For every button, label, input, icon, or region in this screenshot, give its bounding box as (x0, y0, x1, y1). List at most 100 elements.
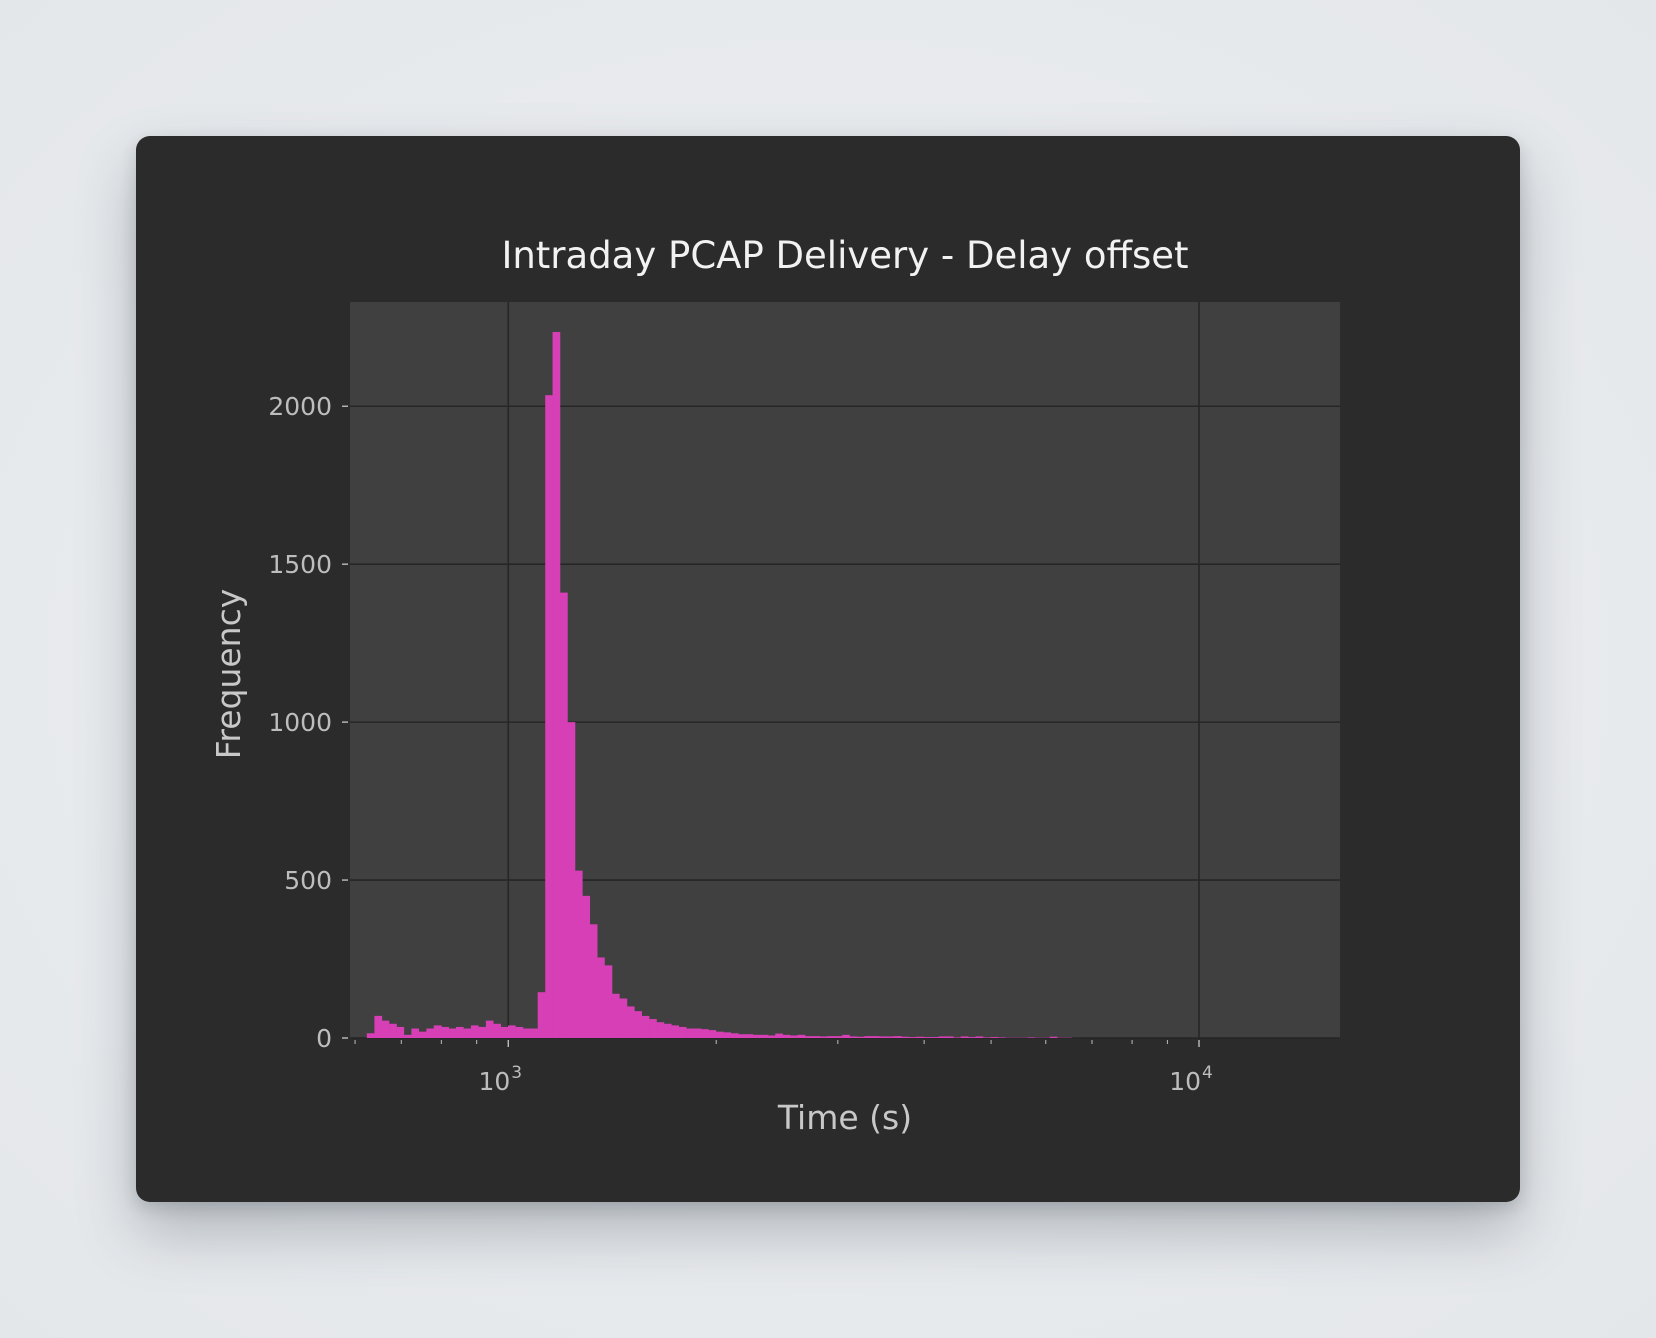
histogram-bar (901, 1036, 910, 1038)
histogram-bar (856, 1036, 865, 1038)
histogram-bar (515, 1026, 524, 1038)
histogram-bar (997, 1037, 1006, 1038)
histogram-bar (968, 1037, 976, 1038)
histogram-bar (619, 998, 628, 1038)
histogram-bar (745, 1034, 754, 1038)
histogram-bar (418, 1031, 427, 1038)
histogram-bar (990, 1037, 999, 1038)
histogram-bar (500, 1026, 509, 1038)
histogram-bar (389, 1023, 397, 1038)
histogram-bar (366, 1033, 375, 1038)
histogram-bar (916, 1036, 924, 1038)
histogram-bar (470, 1025, 479, 1038)
x-tick-exponent: 4 (1202, 1063, 1213, 1083)
histogram-bar (782, 1034, 791, 1038)
chart-card: 0 500 1000 1500 2000 103 104 Intraday PCAP Del… (136, 136, 1520, 1202)
y-tick-label: 1000 (268, 708, 332, 737)
histogram-bar (374, 1015, 383, 1038)
histogram-bar (381, 1020, 390, 1038)
histogram-bars (366, 332, 1073, 1038)
histogram-bar (1027, 1037, 1036, 1038)
histogram-bar (567, 722, 576, 1038)
histogram-bar (886, 1036, 895, 1038)
histogram-bar (708, 1030, 717, 1038)
histogram-bar (871, 1036, 880, 1038)
histogram-bar (455, 1026, 464, 1038)
histogram-bar (686, 1028, 694, 1038)
histogram-bar (790, 1035, 798, 1038)
y-tick-label: 1500 (268, 550, 332, 579)
histogram-bar (738, 1034, 746, 1038)
histogram-bar (1049, 1036, 1058, 1038)
histogram-bar (700, 1029, 709, 1038)
histogram-bar (678, 1026, 687, 1038)
histogram-bar (893, 1036, 902, 1038)
histogram-bar (485, 1020, 494, 1038)
histogram-bar (589, 924, 598, 1038)
histogram-bar (982, 1037, 991, 1038)
histogram-bar (649, 1019, 657, 1038)
histogram-bar (827, 1036, 835, 1038)
histogram-bar (960, 1036, 969, 1038)
x-tick-label: 104 (1169, 1063, 1213, 1096)
histogram-bar (507, 1025, 516, 1038)
histogram-bar (819, 1036, 828, 1038)
y-tick-label: 0 (316, 1024, 332, 1053)
histogram-chart: 0 500 1000 1500 2000 103 104 Intraday PCAP Del… (209, 234, 1340, 1137)
histogram-bar (908, 1037, 917, 1038)
plot-area (350, 302, 1340, 1038)
histogram-bar (834, 1036, 843, 1038)
histogram-bar (634, 1011, 642, 1038)
histogram-bar (775, 1033, 783, 1038)
histogram-bar (864, 1036, 873, 1038)
histogram-bar (879, 1036, 887, 1038)
histogram-bar (663, 1023, 672, 1038)
histogram-bar (530, 1028, 538, 1038)
histogram-bar (805, 1036, 813, 1038)
histogram-bar (545, 395, 553, 1038)
x-axis-label: Time (s) (777, 1098, 912, 1137)
histogram-bar (396, 1026, 405, 1038)
histogram-bar (849, 1036, 858, 1038)
y-axis-label: Frequency (209, 589, 248, 759)
histogram-bar (582, 895, 591, 1038)
histogram-bar (797, 1034, 806, 1038)
histogram-bar (938, 1036, 947, 1038)
histogram-bar (931, 1037, 939, 1038)
chart-title: Intraday PCAP Delivery - Delay offset (501, 234, 1188, 277)
histogram-bar (441, 1026, 450, 1038)
histogram-bar (626, 1006, 635, 1038)
histogram-bar (767, 1035, 776, 1038)
histogram-bar (493, 1023, 501, 1038)
histogram-bar (411, 1028, 420, 1038)
x-tick-exponent: 3 (511, 1063, 522, 1083)
histogram-bar (611, 993, 620, 1038)
histogram-bar (559, 592, 568, 1038)
histogram-bar (426, 1028, 435, 1038)
histogram-bar (842, 1034, 850, 1038)
histogram-bar (945, 1036, 954, 1038)
histogram-bar (760, 1034, 769, 1038)
histogram-bar (522, 1028, 531, 1038)
histogram-bar (923, 1037, 932, 1038)
histogram-bar (753, 1034, 761, 1038)
histogram-bar (537, 992, 546, 1038)
histogram-bar (552, 332, 561, 1038)
histogram-bar (641, 1015, 650, 1038)
histogram-bar (656, 1022, 665, 1038)
histogram-bar (812, 1036, 821, 1038)
histogram-bar (693, 1028, 702, 1038)
histogram-bar (730, 1033, 739, 1038)
histogram-bar (723, 1032, 732, 1038)
histogram-bar (975, 1036, 984, 1038)
y-tick-label: 2000 (268, 392, 332, 421)
histogram-bar (448, 1028, 457, 1038)
y-tick-label: 500 (284, 866, 332, 895)
x-tick-label: 103 (478, 1063, 522, 1096)
histogram-bar (953, 1037, 962, 1038)
histogram-bar (574, 870, 583, 1038)
histogram-bar (597, 957, 605, 1038)
histogram-bar (463, 1028, 472, 1038)
histogram-bar (478, 1026, 487, 1038)
histogram-bar (403, 1034, 412, 1038)
